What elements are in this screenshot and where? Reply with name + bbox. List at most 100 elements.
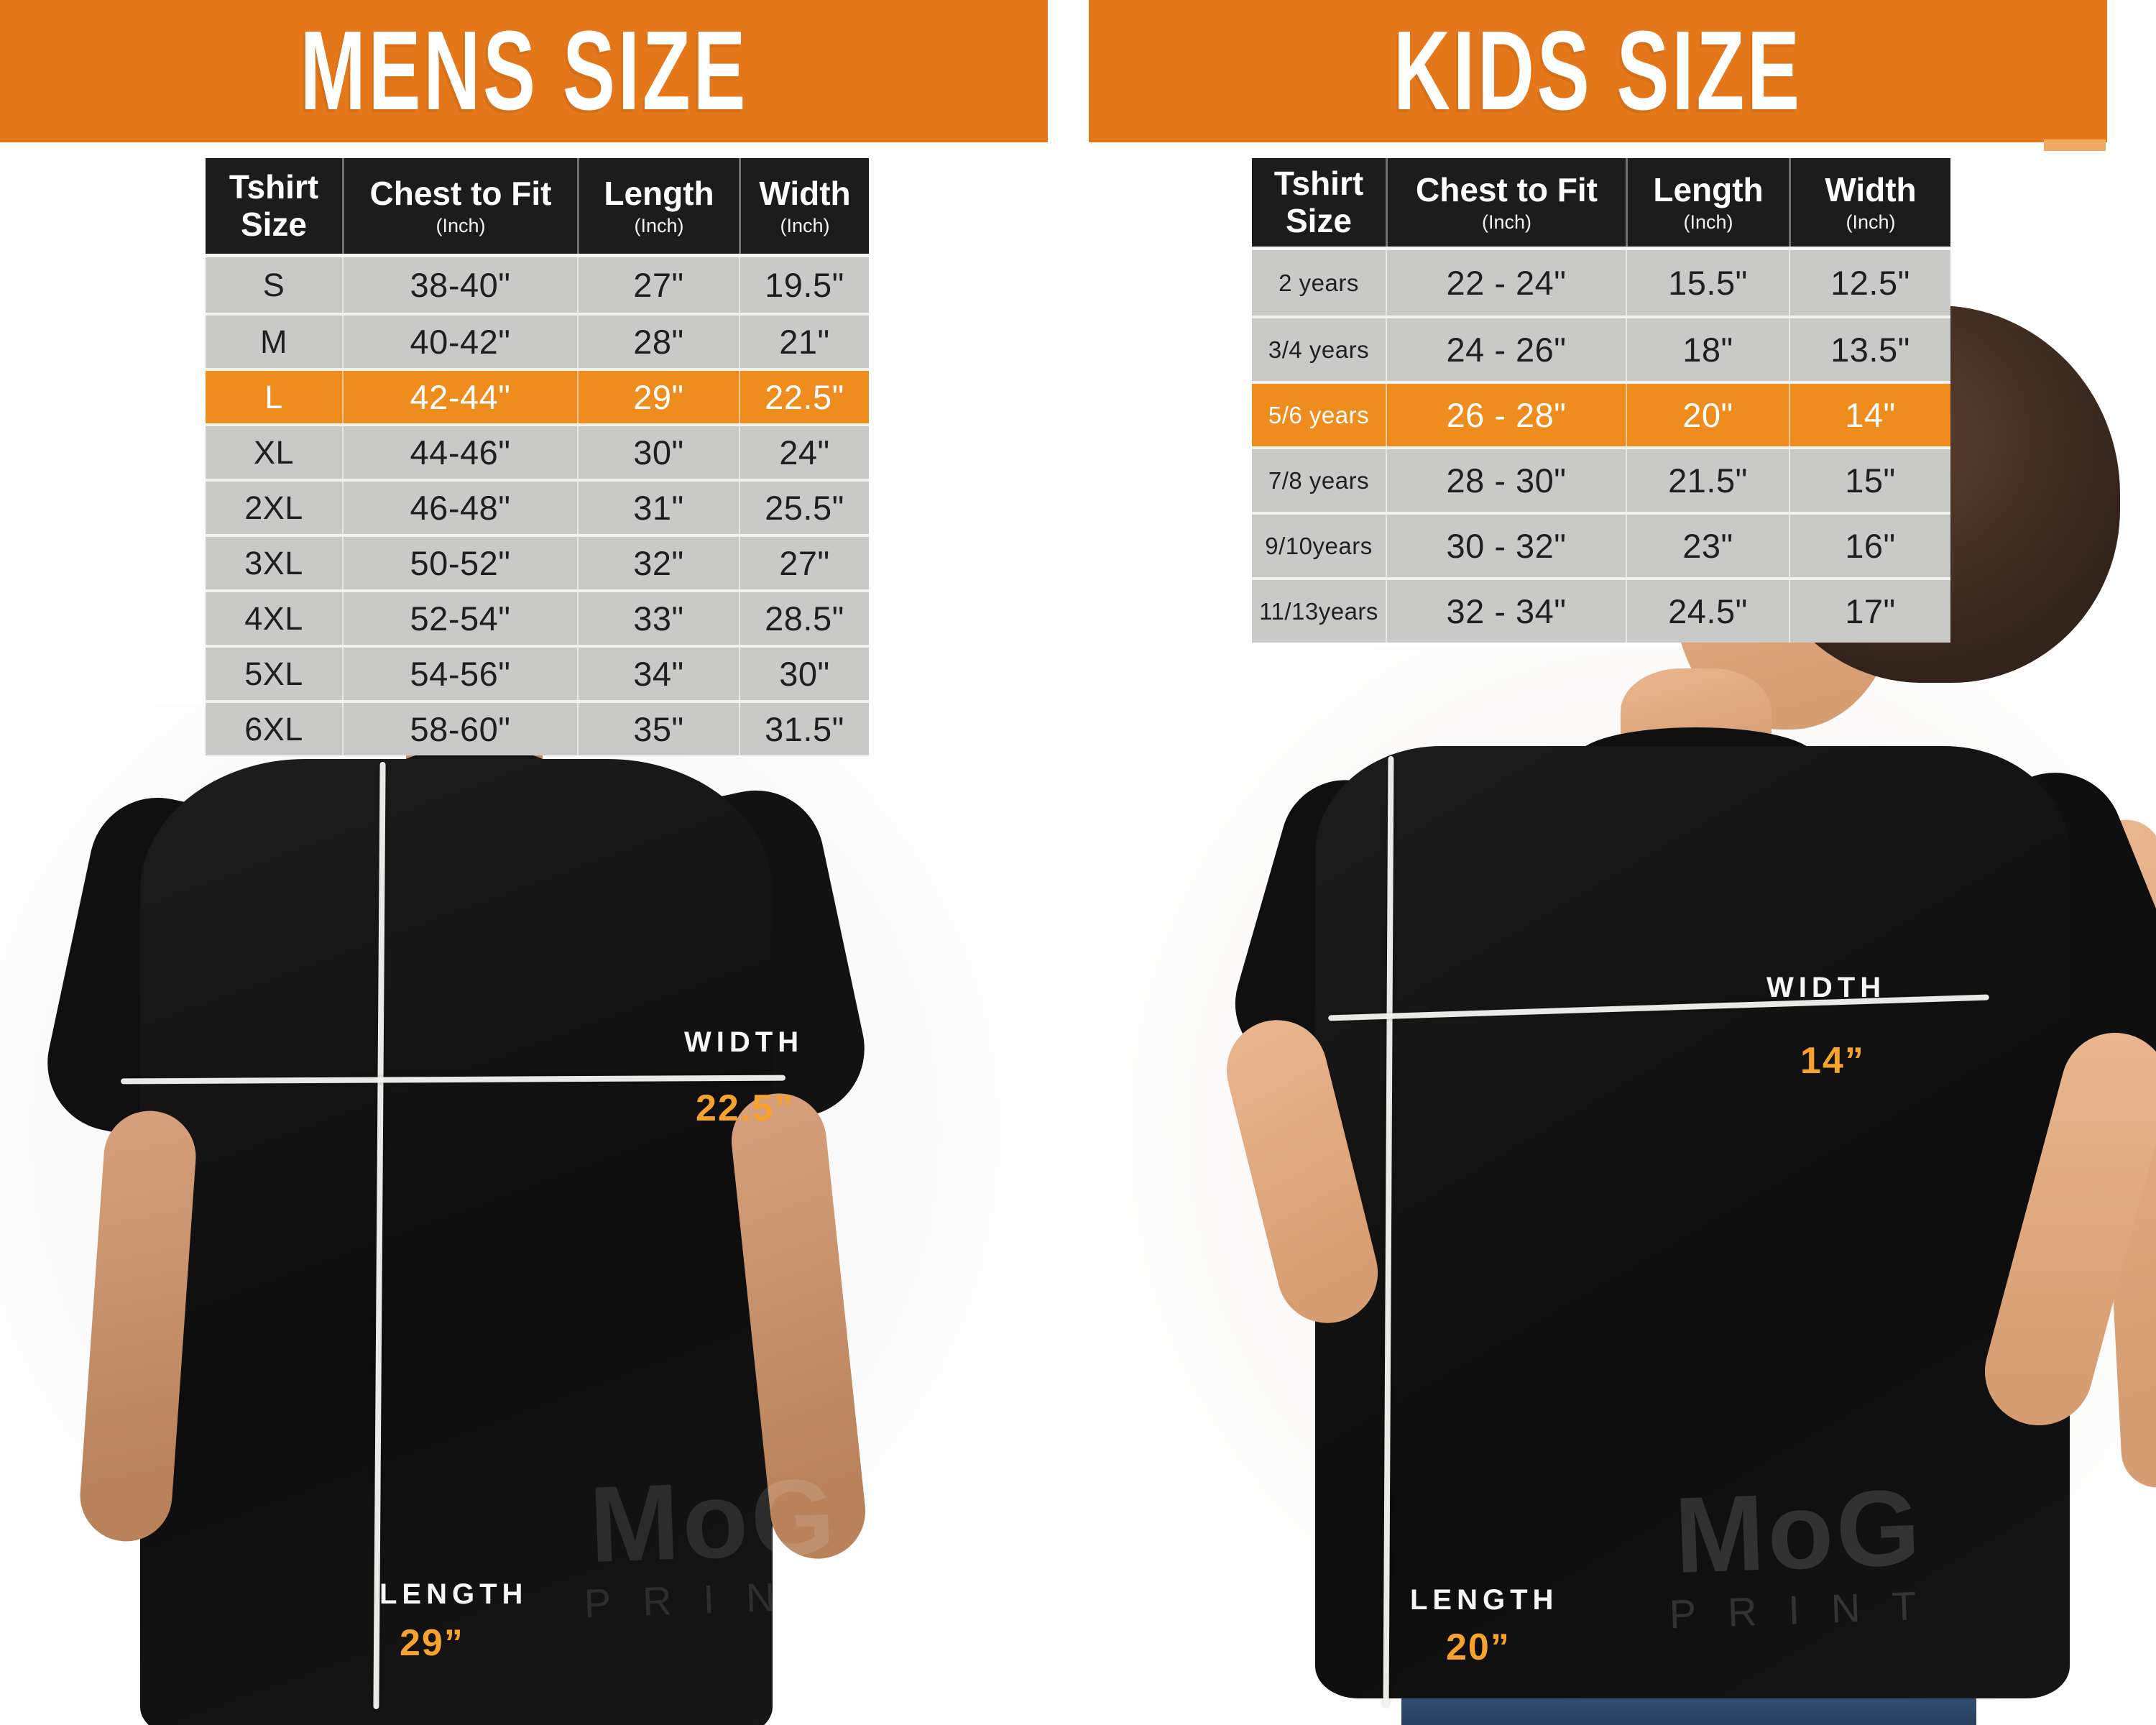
kids-length-value: 20” [1446,1627,1511,1668]
cell-chest: 28 - 30" [1386,449,1626,512]
kids-black-tshirt [1315,746,2070,1698]
cell-size: 9/10years [1265,532,1373,559]
cell-size: XL [253,433,295,471]
cell-width: 27" [739,537,869,589]
cell-chest: 46-48" [342,482,577,534]
header-cell-chest-to-fit: Chest to Fit (Inch) [1386,158,1626,247]
mens-shirt-watermark: MoG PRINT [565,1455,864,1627]
table-row: 9/10years 30 - 32" 23" 16" [1252,512,1950,577]
mens-panel-title: MENS SIZE [300,8,748,134]
mens-width-value: 22.5” [696,1087,795,1129]
cell-width: 14" [1789,384,1950,446]
cell-chest: 26 - 28" [1386,384,1626,446]
kids-width-value: 14” [1800,1040,1865,1082]
table-row: 11/13years 32 - 34" 24.5" 17" [1252,577,1950,643]
cell-length: 34" [577,648,739,700]
watermark-logo-text: MoG [587,1455,840,1585]
cell-chest: 58-60" [342,703,577,755]
cell-length: 21.5" [1626,449,1789,512]
table-row: 5XL 54-56" 34" 30" [206,645,869,700]
table-row: XL 44-46" 30" 24" [206,423,869,479]
cell-size: 3XL [244,544,303,581]
header-cell-tshirt-size: Tshirt Size [1273,164,1364,239]
cell-chest: 24 - 26" [1386,318,1626,381]
table-row-highlighted: 5/6 years 26 - 28" 20" 14" [1252,381,1950,446]
table-row: M 40-42" 28" 21" [206,313,869,368]
cell-length: 31" [577,482,739,534]
kids-size-table: Tshirt Size Chest to Fit (Inch) Length (… [1252,158,1950,643]
cell-size: S [262,266,285,303]
kids-shirt-watermark: MoG PRINT [1650,1466,1949,1638]
cell-width: 30" [739,648,869,700]
cell-width: 12.5" [1789,250,1950,316]
cell-width: 31.5" [739,703,869,755]
banner-corner-fold [2044,139,2106,151]
cell-chest: 32 - 34" [1386,580,1626,643]
kids-panel-title: KIDS SIZE [1393,8,1802,134]
table-header-row: Tshirt Size Chest to Fit (Inch) Length (… [206,158,869,254]
watermark-logo-text: MoG [1672,1466,1925,1596]
cell-length: 29" [577,371,739,423]
table-body: S 38-40" 27" 19.5" M 40-42" 28" 21" L 42… [206,254,869,755]
cell-size: 6XL [244,710,303,748]
mens-size-banner: MENS SIZE [0,0,1048,142]
cell-width: 25.5" [739,482,869,534]
cell-width: 17" [1789,580,1950,643]
mens-size-table: Tshirt Size Chest to Fit (Inch) Length (… [206,158,869,755]
cell-width: 19.5" [739,257,869,313]
mens-length-value: 29” [400,1622,464,1664]
cell-length: 28" [577,316,739,368]
table-row: 3XL 50-52" 32" 27" [206,534,869,589]
table-row: 2XL 46-48" 31" 25.5" [206,479,869,534]
cell-width: 15" [1789,449,1950,512]
cell-size: 3/4 years [1268,336,1370,363]
table-row-highlighted: L 42-44" 29" 22.5" [206,368,869,423]
mens-length-label: LENGTH [379,1578,528,1610]
cell-length: 33" [577,592,739,645]
cell-length: 18" [1626,318,1789,381]
cell-length: 27" [577,257,739,313]
cell-size: 2XL [244,489,303,526]
cell-chest: 30 - 32" [1386,515,1626,577]
cell-size: 5XL [244,655,303,692]
cell-size: 7/8 years [1268,466,1370,494]
cell-width: 16" [1789,515,1950,577]
kids-length-label: LENGTH [1410,1584,1559,1616]
cell-length: 35" [577,703,739,755]
cell-size: M [260,323,287,360]
cell-chest: 50-52" [342,537,577,589]
cell-width: 21" [739,316,869,368]
cell-size: 5/6 years [1268,401,1370,428]
table-row: 6XL 58-60" 35" 31.5" [206,700,869,755]
table-row: 4XL 52-54" 33" 28.5" [206,589,869,645]
header-cell-length: Length (Inch) [577,158,739,254]
cell-length: 20" [1626,384,1789,446]
cell-length: 15.5" [1626,250,1789,316]
cell-chest: 54-56" [342,648,577,700]
header-cell-length: Length (Inch) [1626,158,1789,247]
cell-width: 22.5" [739,371,869,423]
cell-size: L [264,378,283,415]
mens-width-label: WIDTH [684,1026,804,1058]
cell-size: 4XL [244,599,303,637]
cell-length: 24.5" [1626,580,1789,643]
cell-width: 24" [739,426,869,479]
mens-black-tshirt [140,759,773,1725]
cell-length: 23" [1626,515,1789,577]
table-row: 2 years 22 - 24" 15.5" 12.5" [1252,250,1950,316]
cell-size: 11/13years [1259,597,1378,625]
cell-width: 13.5" [1789,318,1950,381]
cell-width: 28.5" [739,592,869,645]
cell-length: 32" [577,537,739,589]
cell-chest: 40-42" [342,316,577,368]
table-row: 7/8 years 28 - 30" 21.5" 15" [1252,446,1950,512]
cell-chest: 38-40" [342,257,577,313]
cell-chest: 22 - 24" [1386,250,1626,316]
table-header-row: Tshirt Size Chest to Fit (Inch) Length (… [1252,158,1950,247]
header-cell-width: Width (Inch) [1789,158,1950,247]
cell-size: 2 years [1279,269,1359,296]
header-cell-width: Width (Inch) [739,158,869,254]
table-row: S 38-40" 27" 19.5" [206,257,869,313]
header-cell-tshirt-size: Tshirt Size [229,167,319,243]
